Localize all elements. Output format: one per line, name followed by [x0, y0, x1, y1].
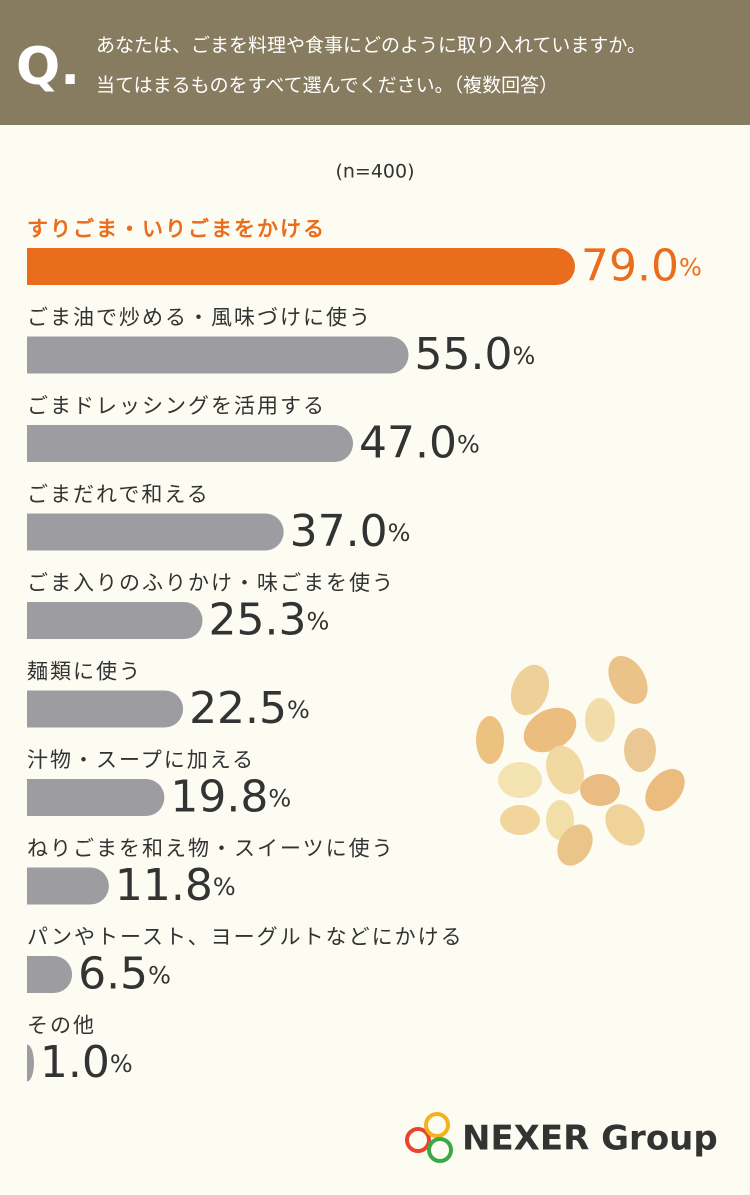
- value-label: 37.0%: [290, 506, 411, 557]
- bar: [27, 602, 203, 639]
- bar: [27, 867, 109, 905]
- bar: [27, 1044, 34, 1082]
- bar: [27, 956, 73, 993]
- category-label: 汁物・スープに加える: [27, 748, 255, 772]
- value-label: 11.8%: [115, 860, 236, 911]
- q-mark: Q.: [16, 37, 80, 97]
- bar: [27, 513, 284, 551]
- value-label: 79.0%: [581, 241, 702, 292]
- bar: [27, 690, 184, 728]
- value-label: 22.5%: [189, 683, 310, 734]
- category-label: その他: [27, 1014, 96, 1038]
- category-label: ごまドレッシングを活用する: [27, 394, 326, 418]
- bar: [27, 425, 354, 462]
- value-label: 1.0%: [40, 1037, 133, 1088]
- sample-size: (n=400): [335, 161, 414, 183]
- question-line: 当てはまるものをすべて選んでください。（複数回答）: [96, 75, 558, 97]
- value-label: 19.8%: [170, 772, 291, 823]
- bar: [27, 248, 575, 285]
- logo: NEXER Group: [405, 1112, 718, 1163]
- sesame-decoration: [476, 655, 685, 866]
- category-label: ごま入りのふりかけ・味ごまを使う: [27, 571, 395, 595]
- value-label: 25.3%: [208, 595, 329, 646]
- category-label: 麺類に使う: [27, 660, 142, 684]
- category-label: ねりごまを和え物・スイーツに使う: [27, 837, 395, 861]
- question-line: あなたは、ごまを料理や食事にどのように取り入れていますか。: [96, 35, 646, 57]
- logo-text: NEXER Group: [462, 1119, 718, 1159]
- header-band: [0, 0, 750, 125]
- value-label: 47.0%: [359, 418, 480, 469]
- category-label: ごま油で炒める・風味づけに使う: [27, 306, 372, 330]
- bar: [27, 779, 165, 816]
- category-label: すりごま・いりごまをかける: [27, 217, 326, 241]
- category-label: ごまだれで和える: [27, 483, 210, 507]
- bar: [27, 336, 409, 374]
- category-label: パンやトースト、ヨーグルトなどにかける: [27, 925, 464, 949]
- value-label: 6.5%: [78, 949, 171, 1000]
- value-label: 55.0%: [415, 329, 536, 380]
